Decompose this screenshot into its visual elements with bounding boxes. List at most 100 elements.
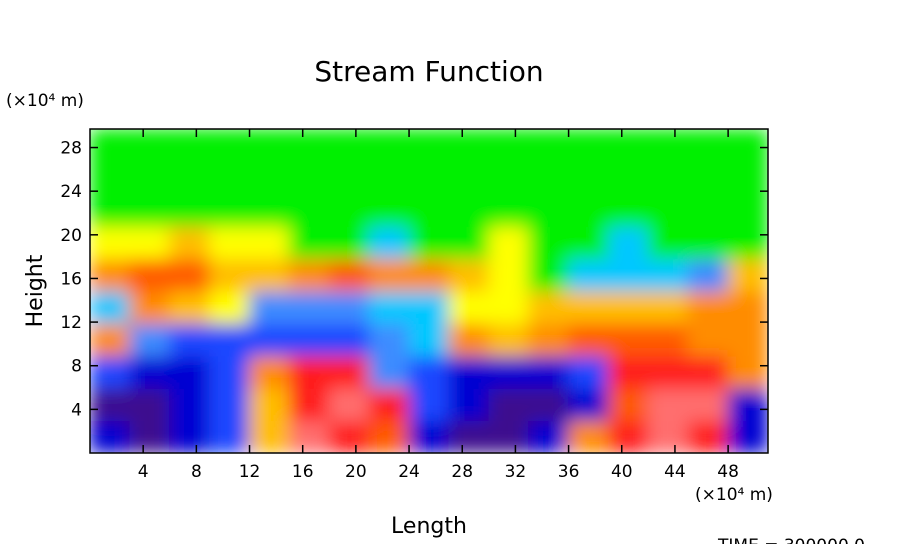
contour-cell [90, 225, 131, 260]
contour-cell [727, 129, 768, 162]
contour-cell [647, 129, 689, 162]
contour-cell [687, 225, 729, 260]
contour-cell [727, 387, 768, 422]
contour-cell [488, 193, 530, 227]
contour-cell [408, 129, 450, 162]
x-unit: (×10⁴ m) [695, 485, 773, 505]
contour-cell [528, 322, 570, 357]
contour-cell [647, 193, 689, 227]
contour-cell [727, 225, 768, 260]
contour-cell [727, 420, 768, 453]
contour-cell [528, 129, 570, 162]
contour-cell [90, 258, 131, 292]
contour-cell [607, 355, 649, 389]
contour-cell [368, 420, 410, 453]
contour-cell [528, 387, 570, 422]
contour-cell [249, 290, 290, 324]
contour-cell [448, 420, 490, 453]
contour-cell [209, 258, 251, 292]
contour-field [90, 129, 768, 453]
contour-cell [368, 322, 410, 357]
contour-cell [169, 129, 211, 162]
contour-cell [528, 420, 570, 453]
contour-cell [687, 420, 729, 453]
contour-cell [249, 193, 290, 227]
contour-cell [328, 290, 370, 324]
contour-cell [408, 355, 450, 389]
y-tick-label: 4 [71, 400, 82, 420]
chart-title: Stream Function [314, 55, 543, 88]
contour-cell [90, 193, 131, 227]
contour-cell [328, 193, 370, 227]
contour-cell [607, 258, 649, 292]
contour-cell [169, 225, 211, 260]
contour-cell [448, 129, 490, 162]
y-tick-label: 24 [60, 182, 82, 202]
contour-cell [288, 387, 330, 422]
contour-cell [90, 322, 131, 357]
contour-cell [647, 322, 689, 357]
contour-cell [209, 322, 251, 357]
contour-cell [288, 160, 330, 195]
contour-cell [169, 160, 211, 195]
x-tick-label: 28 [451, 462, 473, 482]
y-tick-label: 28 [60, 139, 82, 159]
x-tick-label: 4 [138, 462, 149, 482]
contour-cell [328, 355, 370, 389]
contour-cell [169, 322, 211, 357]
contour-cell [568, 355, 609, 389]
contour-cell [328, 225, 370, 260]
contour-cell [528, 258, 570, 292]
contour-cell [488, 420, 530, 453]
contour-cell [408, 420, 450, 453]
contour-cell [488, 225, 530, 260]
contour-cell [568, 258, 609, 292]
contour-cell [129, 225, 171, 260]
contour-cell [249, 129, 290, 162]
contour-cell [288, 355, 330, 389]
contour-cell [129, 129, 171, 162]
x-tick-label: 32 [505, 462, 527, 482]
y-tick-label: 16 [60, 269, 82, 289]
x-tick-label: 20 [345, 462, 367, 482]
contour-cell [568, 193, 609, 227]
y-tick-label: 20 [60, 226, 82, 246]
contour-cell [488, 258, 530, 292]
contour-cell [488, 322, 530, 357]
contour-cell [687, 258, 729, 292]
footer: TIME = 300000.0 [717, 536, 865, 544]
contour-cell [129, 420, 171, 453]
contour-cell [687, 160, 729, 195]
contour-cell [209, 193, 251, 227]
contour-cell [288, 193, 330, 227]
contour-cell [647, 225, 689, 260]
contour-cell [528, 290, 570, 324]
contour-cell [288, 290, 330, 324]
contour-cell [488, 387, 530, 422]
contour-cell [568, 225, 609, 260]
contour-cell [368, 193, 410, 227]
x-tick-label: 12 [239, 462, 261, 482]
contour-cell [249, 258, 290, 292]
contour-cell [209, 160, 251, 195]
contour-cell [408, 258, 450, 292]
contour-cell [607, 322, 649, 357]
contour-cell [448, 258, 490, 292]
contour-cell [528, 225, 570, 260]
y-unit: (×10⁴ m) [6, 91, 84, 111]
contour-cells [90, 129, 768, 453]
contour-cell [129, 193, 171, 227]
contour-cell [249, 322, 290, 357]
contour-cell [129, 258, 171, 292]
contour-cell [368, 355, 410, 389]
contour-cell [328, 322, 370, 357]
contour-cell [408, 160, 450, 195]
contour-cell [568, 420, 609, 453]
contour-cell [209, 355, 251, 389]
contour-cell [607, 193, 649, 227]
contour-cell [448, 193, 490, 227]
contour-cell [448, 225, 490, 260]
contour-cell [568, 387, 609, 422]
contour-cell [687, 193, 729, 227]
